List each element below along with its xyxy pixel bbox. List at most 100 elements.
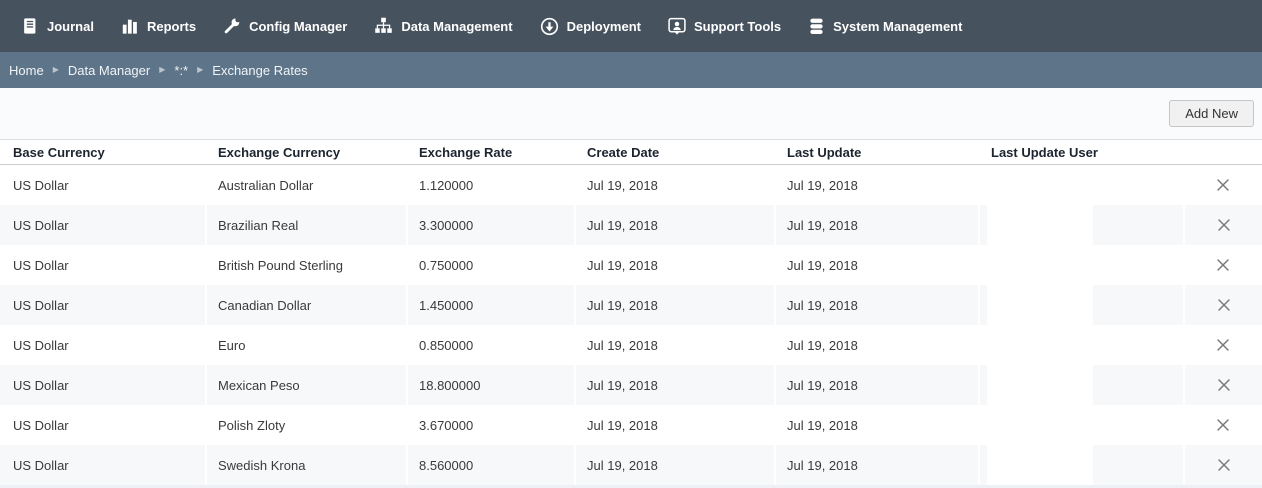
- cell-last-update-user: [978, 245, 1183, 285]
- last-update-user-box: [987, 165, 1093, 205]
- nav-item-label: System Management: [833, 18, 963, 34]
- cell-last-update-user: [978, 445, 1183, 485]
- cell-last-update-user: [978, 405, 1183, 445]
- cell-base-currency: US Dollar: [0, 205, 205, 245]
- breadcrumb: Home ▶ Data Manager ▶ *:* ▶ Exchange Rat…: [0, 52, 1262, 88]
- cell-exchange-currency: Euro: [205, 325, 406, 365]
- cell-last-update: Jul 19, 2018: [774, 205, 978, 245]
- header-last-update: Last Update: [774, 139, 978, 165]
- breadcrumb-current: Exchange Rates: [212, 62, 308, 78]
- cell-last-update: Jul 19, 2018: [774, 445, 978, 485]
- cell-actions: [1183, 245, 1262, 285]
- cell-create-date: Jul 19, 2018: [574, 165, 774, 205]
- nav-item-data-management[interactable]: Data Management: [374, 17, 513, 35]
- cell-base-currency: US Dollar: [0, 165, 205, 205]
- cell-exchange-rate: 0.750000: [406, 245, 574, 285]
- table-row: US Dollar Swedish Krona 8.560000 Jul 19,…: [0, 445, 1262, 485]
- nav-item-label: Data Management: [401, 18, 513, 34]
- nav-item-reports[interactable]: Reports: [121, 17, 196, 35]
- top-nav: Journal Reports Config Manager: [0, 0, 1262, 52]
- cell-create-date: Jul 19, 2018: [574, 325, 774, 365]
- nav-item-label: Support Tools: [693, 18, 782, 34]
- nav-item-label: Journal: [47, 18, 94, 34]
- last-update-user-box: [987, 365, 1093, 405]
- cell-last-update-user: [978, 205, 1183, 245]
- delete-row-button[interactable]: [1212, 334, 1234, 356]
- delete-row-button[interactable]: [1213, 454, 1235, 476]
- breadcrumb-arrow-icon: ▶: [197, 65, 204, 74]
- journal-icon: [21, 17, 39, 35]
- table-row: US Dollar Polish Zloty 3.670000 Jul 19, …: [0, 405, 1262, 445]
- cell-actions: [1183, 205, 1262, 245]
- bottom-strip: [0, 485, 1262, 488]
- cell-actions: [1183, 405, 1262, 445]
- table-row: US Dollar Canadian Dollar 1.450000 Jul 1…: [0, 285, 1262, 325]
- header-exchange-rate: Exchange Rate: [406, 139, 574, 165]
- cell-exchange-rate: 3.670000: [406, 405, 574, 445]
- cell-base-currency: US Dollar: [0, 245, 205, 285]
- cell-base-currency: US Dollar: [0, 285, 205, 325]
- nav-item-deployment[interactable]: Deployment: [540, 17, 641, 36]
- cell-exchange-rate: 1.450000: [406, 285, 574, 325]
- nav-item-support-tools[interactable]: Support Tools: [668, 17, 781, 36]
- table-row: US Dollar Mexican Peso 18.800000 Jul 19,…: [0, 365, 1262, 405]
- nav-item-label: Reports: [146, 18, 197, 34]
- breadcrumb-arrow-icon: ▶: [159, 65, 166, 74]
- cell-exchange-rate: 3.300000: [406, 205, 574, 245]
- x-icon: [1217, 459, 1230, 471]
- cell-exchange-rate: 1.120000: [406, 165, 574, 205]
- x-icon: [1217, 379, 1230, 391]
- cell-last-update-user: [978, 365, 1183, 405]
- header-base-currency: Base Currency: [0, 139, 205, 165]
- cell-create-date: Jul 19, 2018: [574, 285, 774, 325]
- cell-last-update: Jul 19, 2018: [774, 405, 978, 445]
- delete-row-button[interactable]: [1212, 254, 1234, 276]
- delete-row-button[interactable]: [1213, 214, 1235, 236]
- x-icon: [1216, 179, 1229, 191]
- add-new-button[interactable]: Add New: [1169, 100, 1254, 127]
- nav-item-journal[interactable]: Journal: [21, 17, 94, 35]
- x-icon: [1217, 219, 1230, 231]
- cell-exchange-currency: Canadian Dollar: [205, 285, 406, 325]
- nav-item-config-manager[interactable]: Config Manager: [223, 17, 347, 35]
- breadcrumb-scope[interactable]: *:*: [174, 62, 189, 78]
- nav-item-label: Config Manager: [249, 18, 348, 34]
- cell-base-currency: US Dollar: [0, 365, 205, 405]
- cell-last-update-user: [978, 165, 1183, 205]
- data-management-icon: [374, 17, 393, 35]
- cell-actions: [1183, 445, 1262, 485]
- delete-row-button[interactable]: [1213, 374, 1235, 396]
- cell-exchange-currency: Mexican Peso: [205, 365, 406, 405]
- cell-exchange-rate: 0.850000: [406, 325, 574, 365]
- table-header-row: Base Currency Exchange Currency Exchange…: [0, 139, 1262, 165]
- reports-icon: [121, 17, 139, 35]
- table-row: US Dollar Brazilian Real 3.300000 Jul 19…: [0, 205, 1262, 245]
- cell-create-date: Jul 19, 2018: [574, 445, 774, 485]
- cell-last-update-user: [978, 285, 1183, 325]
- exchange-rates-table: Base Currency Exchange Currency Exchange…: [0, 139, 1262, 485]
- cell-actions: [1183, 365, 1262, 405]
- breadcrumb-data-manager[interactable]: Data Manager: [67, 62, 151, 78]
- last-update-user-box: [987, 405, 1093, 445]
- cell-exchange-currency: Brazilian Real: [205, 205, 406, 245]
- last-update-user-box: [987, 285, 1093, 325]
- nav-item-system-management[interactable]: System Management: [808, 17, 962, 36]
- cell-last-update: Jul 19, 2018: [774, 365, 978, 405]
- last-update-user-box: [987, 325, 1093, 365]
- last-update-user-box: [987, 245, 1093, 285]
- table-row: US Dollar Euro 0.850000 Jul 19, 2018 Jul…: [0, 325, 1262, 365]
- x-icon: [1216, 339, 1229, 351]
- cell-last-update: Jul 19, 2018: [774, 245, 978, 285]
- cell-exchange-currency: Swedish Krona: [205, 445, 406, 485]
- breadcrumb-arrow-icon: ▶: [52, 65, 59, 74]
- cell-exchange-rate: 18.800000: [406, 365, 574, 405]
- delete-row-button[interactable]: [1212, 174, 1234, 196]
- delete-row-button[interactable]: [1213, 294, 1235, 316]
- cell-last-update: Jul 19, 2018: [774, 165, 978, 205]
- last-update-user-box: [987, 205, 1093, 245]
- breadcrumb-home[interactable]: Home: [9, 62, 44, 78]
- cell-exchange-currency: British Pound Sterling: [205, 245, 406, 285]
- x-icon: [1217, 299, 1230, 311]
- cell-actions: [1183, 165, 1262, 205]
- delete-row-button[interactable]: [1212, 414, 1234, 436]
